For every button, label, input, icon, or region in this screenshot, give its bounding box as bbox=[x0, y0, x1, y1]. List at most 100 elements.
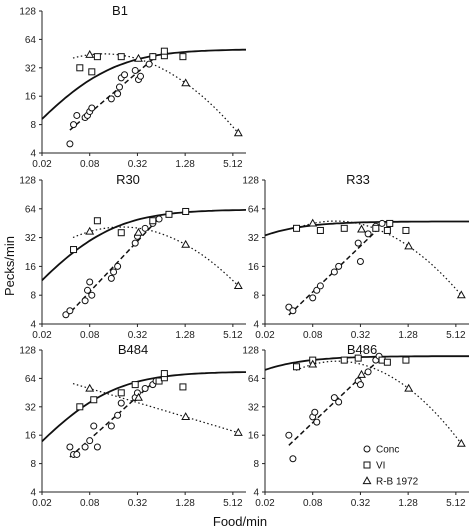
y-tick-label: 16 bbox=[248, 262, 260, 273]
legend: Conc VI R-B 1972 bbox=[362, 445, 419, 488]
conc-point bbox=[110, 268, 118, 276]
rb-point bbox=[456, 290, 466, 299]
vi-point bbox=[386, 219, 394, 227]
panel-title: R30 bbox=[116, 172, 140, 187]
y-tick-label: 16 bbox=[25, 262, 37, 273]
vi-point bbox=[165, 210, 173, 218]
y-tick-label: 64 bbox=[25, 204, 37, 215]
conc-point bbox=[114, 262, 122, 270]
vi-fit-line bbox=[41, 48, 246, 120]
panel-r33: 4 8 16 32 64 128 0.02 0.08 0.32 1.28 5.12 R33 bbox=[242, 172, 469, 341]
y-tick-label: 8 bbox=[253, 459, 259, 470]
y-axis-title: Pecks/min bbox=[2, 236, 17, 296]
vi-point bbox=[383, 358, 391, 366]
rb-point bbox=[404, 383, 414, 392]
x-tick-label: 1.28 bbox=[398, 330, 418, 341]
conc-point bbox=[66, 443, 74, 451]
vi-point bbox=[149, 217, 157, 225]
rb-point bbox=[308, 359, 318, 368]
y-tick-label: 128 bbox=[19, 176, 36, 187]
vi-point bbox=[76, 403, 84, 411]
y-tick-label: 4 bbox=[30, 149, 36, 160]
rb-point bbox=[85, 49, 95, 58]
conc-point bbox=[107, 95, 115, 103]
rb-point bbox=[134, 53, 143, 62]
vi-point bbox=[88, 68, 96, 76]
y-tick-label: 4 bbox=[253, 488, 259, 499]
conc-point bbox=[335, 398, 343, 406]
y-tick-label: 16 bbox=[25, 92, 37, 103]
x-tick-label: 5.12 bbox=[223, 498, 243, 509]
y-tick-label: 32 bbox=[25, 63, 37, 74]
rb-point bbox=[85, 226, 95, 235]
conc-point bbox=[335, 262, 343, 270]
y-tick-label: 32 bbox=[25, 402, 37, 413]
conc-point bbox=[313, 286, 321, 294]
y-tick-label: 64 bbox=[248, 374, 260, 385]
x-tick-label: 0.02 bbox=[32, 498, 52, 509]
conc-point bbox=[330, 394, 338, 402]
conc-point bbox=[70, 121, 78, 129]
rb-point bbox=[456, 438, 466, 447]
vi-point bbox=[402, 356, 410, 364]
conc-point bbox=[309, 294, 317, 302]
conc-point bbox=[356, 258, 364, 266]
x-tick-label: 0.08 bbox=[303, 498, 323, 509]
conc-point bbox=[107, 422, 115, 430]
conc-point bbox=[354, 239, 362, 247]
rb-point bbox=[357, 224, 366, 233]
x-tick-label: 0.08 bbox=[80, 330, 100, 341]
conc-point bbox=[311, 408, 319, 416]
rb-fit-line bbox=[295, 360, 462, 445]
conc-point bbox=[131, 66, 139, 74]
x-tick-label: 5.12 bbox=[223, 159, 243, 170]
legend-label: Conc bbox=[376, 445, 399, 456]
y-tick-label: 128 bbox=[242, 176, 259, 187]
conc-point bbox=[83, 286, 91, 294]
panel-title: B1 bbox=[112, 3, 128, 18]
vi-point bbox=[117, 389, 125, 397]
vi-point bbox=[383, 226, 391, 234]
y-tick-label: 8 bbox=[253, 291, 259, 302]
x-tick-label: 0.02 bbox=[255, 498, 275, 509]
y-tick-label: 16 bbox=[25, 431, 37, 442]
vi-point bbox=[160, 47, 168, 55]
x-tick-label: 5.12 bbox=[223, 330, 243, 341]
rb-point bbox=[85, 383, 95, 392]
vi-point bbox=[76, 64, 84, 72]
y-tick-label: 4 bbox=[30, 488, 36, 499]
rb-fit-line bbox=[72, 383, 239, 434]
conc-point bbox=[141, 385, 149, 393]
vi-point bbox=[93, 217, 101, 225]
rb-point bbox=[181, 78, 191, 87]
x-tick-label: 0.08 bbox=[80, 498, 100, 509]
legend-label: VI bbox=[376, 461, 385, 472]
conc-point bbox=[107, 274, 115, 282]
y-tick-label: 32 bbox=[248, 402, 260, 413]
x-tick-label: 1.28 bbox=[175, 498, 195, 509]
conc-point bbox=[378, 219, 386, 227]
y-tick-label: 4 bbox=[253, 320, 259, 331]
conc-point bbox=[93, 443, 101, 451]
conc-point bbox=[141, 224, 149, 232]
rb-point bbox=[308, 218, 318, 227]
panel-title: R33 bbox=[346, 172, 370, 187]
panel-b1: 4 8 16 32 64 128 0.02 0.08 0.32 1.28 5.12 B1 bbox=[19, 3, 246, 170]
vi-fit-line bbox=[264, 355, 469, 371]
x-tick-label: 0.32 bbox=[128, 159, 148, 170]
y-tick-label: 128 bbox=[19, 346, 36, 357]
rb-point bbox=[181, 239, 191, 248]
rb-fit-line bbox=[72, 226, 239, 287]
conc-point bbox=[313, 418, 321, 426]
conc-point bbox=[330, 268, 338, 276]
x-tick-label: 0.32 bbox=[128, 498, 148, 509]
conc-point bbox=[88, 291, 96, 299]
y-tick-label: 16 bbox=[248, 431, 260, 442]
conc-point bbox=[155, 215, 163, 223]
x-tick-label: 0.02 bbox=[32, 159, 52, 170]
conc-point bbox=[73, 450, 81, 458]
vi-point bbox=[117, 53, 125, 61]
conc-point bbox=[364, 230, 372, 238]
x-tick-label: 5.12 bbox=[446, 498, 466, 509]
